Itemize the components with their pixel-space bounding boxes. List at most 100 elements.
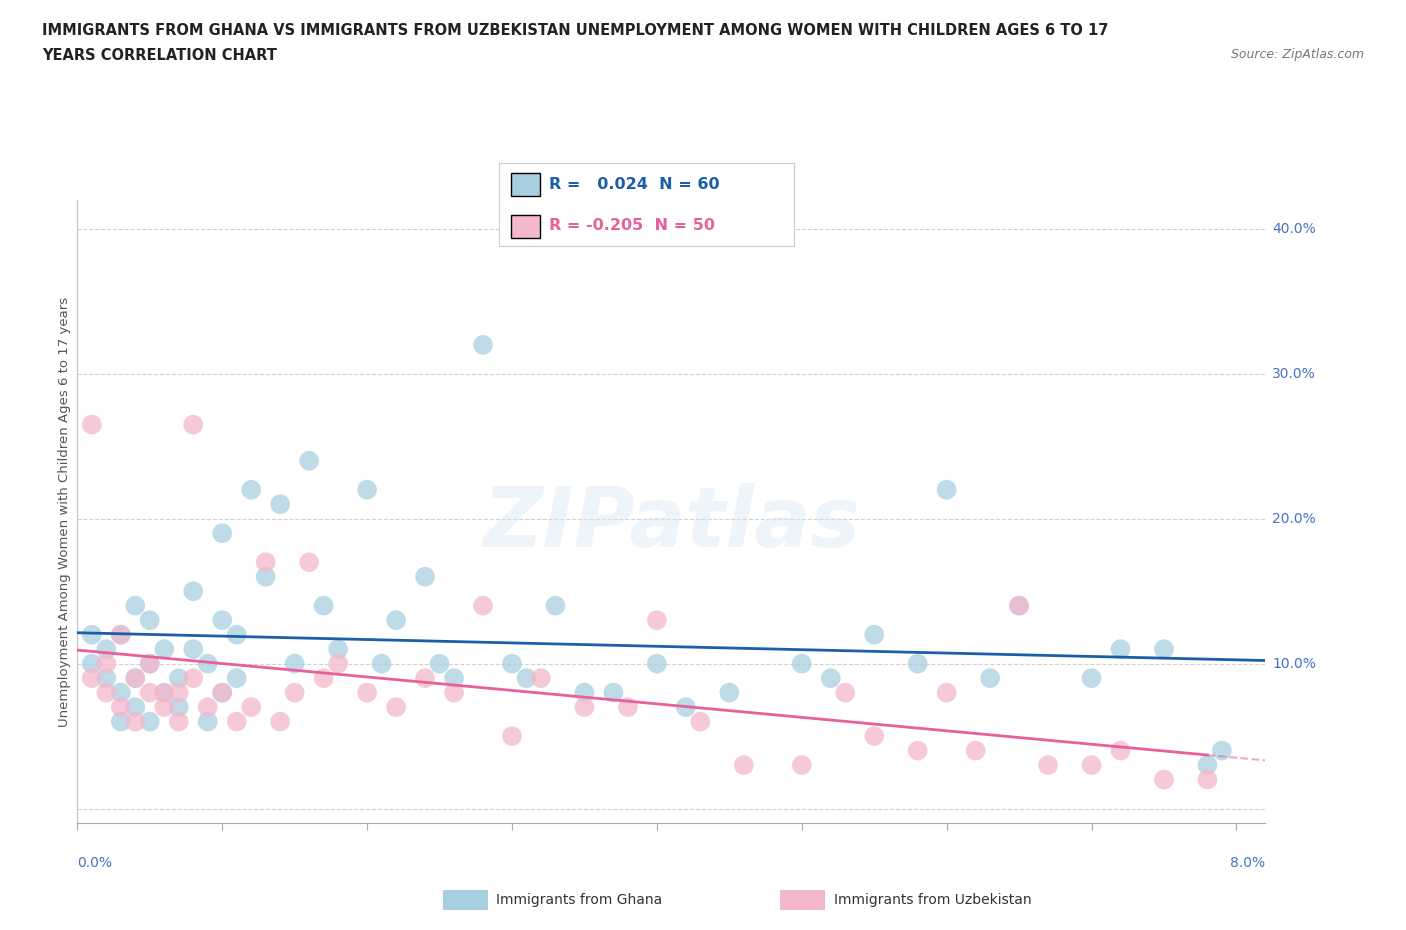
Point <box>110 714 132 729</box>
Point <box>544 598 567 613</box>
Point <box>472 598 495 613</box>
Point <box>645 613 668 628</box>
Point <box>153 642 176 657</box>
Point <box>211 685 233 700</box>
Point <box>820 671 842 685</box>
Point <box>443 671 465 685</box>
Point <box>124 699 146 714</box>
Point <box>574 685 596 700</box>
Point <box>240 483 263 498</box>
Point <box>124 671 146 685</box>
Point <box>80 418 103 432</box>
Point <box>790 657 813 671</box>
Point <box>356 685 378 700</box>
Point <box>1080 758 1102 773</box>
Point <box>181 642 204 657</box>
Point <box>935 685 957 700</box>
Point <box>356 483 378 498</box>
Point <box>718 685 741 700</box>
Point <box>181 671 204 685</box>
Point <box>863 729 886 744</box>
Point <box>443 685 465 700</box>
Text: R =   0.024  N = 60: R = 0.024 N = 60 <box>550 177 720 192</box>
Point <box>1109 743 1132 758</box>
Text: Immigrants from Uzbekistan: Immigrants from Uzbekistan <box>834 893 1032 908</box>
Point <box>979 671 1001 685</box>
Point <box>225 714 247 729</box>
Point <box>211 685 233 700</box>
Point <box>80 657 103 671</box>
Text: R = -0.205  N = 50: R = -0.205 N = 50 <box>550 219 716 233</box>
Point <box>197 714 219 729</box>
Point <box>240 699 263 714</box>
Point <box>429 657 451 671</box>
Text: 40.0%: 40.0% <box>1272 222 1316 236</box>
Point <box>124 671 146 685</box>
Point <box>312 598 335 613</box>
Text: ZIPatlas: ZIPatlas <box>482 484 860 565</box>
Point <box>1153 642 1175 657</box>
Point <box>110 627 132 642</box>
Point <box>413 569 436 584</box>
Point <box>124 714 146 729</box>
Point <box>326 642 349 657</box>
Point <box>1109 642 1132 657</box>
Point <box>96 685 118 700</box>
Point <box>907 657 929 671</box>
Point <box>1197 758 1219 773</box>
FancyBboxPatch shape <box>510 173 540 196</box>
Point <box>124 598 146 613</box>
Point <box>326 657 349 671</box>
Point <box>298 453 321 468</box>
Point <box>139 657 162 671</box>
Point <box>1008 598 1031 613</box>
Point <box>790 758 813 773</box>
Point <box>645 657 668 671</box>
Point <box>197 657 219 671</box>
Point <box>110 627 132 642</box>
Point <box>1153 772 1175 787</box>
Point <box>501 657 523 671</box>
Point <box>96 642 118 657</box>
Point <box>225 671 247 685</box>
Point <box>153 699 176 714</box>
Point <box>370 657 392 671</box>
Point <box>211 525 233 540</box>
Text: 0.0%: 0.0% <box>77 856 112 870</box>
Point <box>965 743 987 758</box>
Point <box>1197 772 1219 787</box>
Point <box>907 743 929 758</box>
Point <box>834 685 856 700</box>
Point <box>167 699 190 714</box>
Point <box>617 699 640 714</box>
Point <box>153 685 176 700</box>
Text: 8.0%: 8.0% <box>1230 856 1265 870</box>
Point <box>110 685 132 700</box>
Point <box>167 671 190 685</box>
Point <box>284 657 307 671</box>
Point <box>153 685 176 700</box>
Point <box>197 699 219 714</box>
Point <box>254 569 277 584</box>
Point <box>139 714 162 729</box>
Text: 20.0%: 20.0% <box>1272 512 1316 525</box>
Point <box>501 729 523 744</box>
Point <box>1080 671 1102 685</box>
Point <box>515 671 537 685</box>
Text: 30.0%: 30.0% <box>1272 366 1316 381</box>
Point <box>254 555 277 570</box>
Point <box>181 584 204 599</box>
Text: IMMIGRANTS FROM GHANA VS IMMIGRANTS FROM UZBEKISTAN UNEMPLOYMENT AMONG WOMEN WIT: IMMIGRANTS FROM GHANA VS IMMIGRANTS FROM… <box>42 23 1108 38</box>
Point <box>935 483 957 498</box>
Point <box>269 714 291 729</box>
Point <box>139 685 162 700</box>
FancyBboxPatch shape <box>510 215 540 238</box>
Point <box>1211 743 1233 758</box>
Point <box>80 671 103 685</box>
Point <box>733 758 755 773</box>
Y-axis label: Unemployment Among Women with Children Ages 6 to 17 years: Unemployment Among Women with Children A… <box>58 297 70 726</box>
Point <box>863 627 886 642</box>
Point <box>574 699 596 714</box>
Point <box>211 613 233 628</box>
Point <box>413 671 436 685</box>
